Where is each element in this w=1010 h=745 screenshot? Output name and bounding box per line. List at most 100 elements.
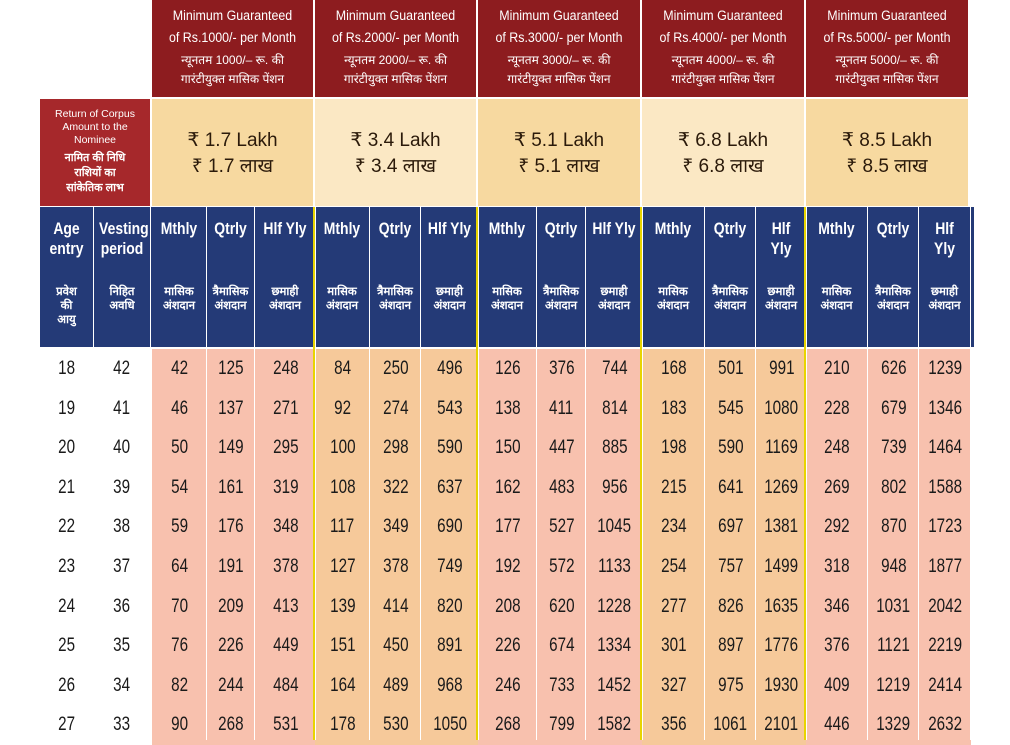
contribution-cell: 376 [806,626,868,667]
contribution-cell: 1050 [421,705,479,745]
contribution-cell: 885 [586,428,643,469]
contribution-cell: 378 [255,547,316,587]
col-header-hlf-4: Hlf Yly छमाही अंशदान [764,219,798,312]
contribution-cell: 234 [642,507,705,548]
contribution-cell: 826 [705,586,756,627]
contribution-cell: 92 [315,388,370,429]
contribution-cell: 215 [642,467,705,508]
col-header-qtrly-5: Qtrly त्रैमासिक अंशदान [875,219,911,312]
contribution-cell: 948 [868,547,919,587]
pension-header-en-2: Minimum Guaranteed of Rs.2000/- per Month [331,8,460,45]
contribution-cell: 319 [255,467,316,508]
contribution-cell: 590 [421,428,479,469]
contribution-cell: 1381 [756,507,807,548]
pension-header-hi-4: न्यूनतम 4000/– रू. की गारंटीयुक्त मासिक प… [671,53,775,86]
age-cell: 23 [58,556,75,577]
contribution-cell: 496 [421,349,479,389]
pension-header-en-3: Minimum Guaranteed of Rs.3000/- per Month [495,8,623,45]
contribution-cell: 210 [806,349,868,389]
col-header-mthly-3: Mthly मासिक अंशदान [488,219,526,312]
cell-divider [642,349,643,740]
col-header-mthly-2: Mthly मासिक अंशदान [323,219,361,312]
cell-divider [970,349,971,740]
contribution-cell: 137 [207,388,255,429]
header-divider [642,207,643,347]
contribution-cell: 298 [370,428,421,469]
contribution-cell: 274 [370,388,421,429]
contribution-cell: 820 [421,586,479,627]
contribution-cell: 126 [478,349,537,389]
corpus-value-2: ₹ 3.4 Lakh ₹ 3.4 लाख [315,99,476,206]
contribution-cell: 1121 [868,626,919,667]
col-header-hlf-5: Hlf Yly छमाही अंशदान [928,219,961,312]
pension-header-2: Minimum Guaranteed of Rs.2000/- per Month… [315,0,476,97]
contribution-cell: 1080 [756,388,807,429]
cell-divider [806,349,807,740]
header-divider [918,207,919,347]
contribution-cell: 1588 [919,467,971,508]
cell-divider [867,349,868,740]
age-cell: 20 [58,437,75,459]
contribution-cell: 1334 [586,626,643,667]
group-divider [476,207,478,740]
pension-header-hi-2: न्यूनतम 2000/– रू. की गारंटीयुक्त मासिक प… [343,53,448,86]
contribution-cell: 411 [537,388,586,429]
group-divider [804,207,806,740]
pension-header-4: Minimum Guaranteed of Rs.4000/- per Month… [642,0,804,97]
age-cell: 19 [58,397,75,419]
col-header-mthly-4: Mthly मासिक अंशदान [654,219,692,312]
col-header-hlf-3: Hlf Yly छमाही अंशदान [592,219,636,312]
contribution-cell: 349 [370,507,421,548]
col-header-vesting: Vesting period निहित अवधि [99,219,149,312]
cell-divider [755,349,756,740]
contribution-cell: 527 [537,507,586,548]
age-cell: 21 [58,476,75,498]
contribution-cell: 620 [537,586,586,627]
contribution-cell: 322 [370,467,421,508]
cell-divider [704,349,705,740]
corpus-value-5: ₹ 8.5 Lakh ₹ 8.5 लाख [806,99,968,206]
vesting-cell: 39 [113,476,131,498]
col-header-age: Age entry प्रवेश की आयु [49,219,84,326]
contribution-cell: 1346 [919,388,971,429]
pension-header-hi-5: न्यूनतम 5000/– रू. की गारंटीयुक्त मासिक प… [835,53,939,86]
contribution-cell: 90 [152,705,207,745]
corpus-value-1: ₹ 1.7 Lakh ₹ 1.7 लाख [152,99,313,206]
col-header-mthly-1: Mthly मासिक अंशदान [160,219,198,312]
col-header-qtrly-4: Qtrly त्रैमासिक अंशदान [712,219,748,312]
contribution-cell: 178 [315,705,370,745]
contribution-cell: 226 [478,626,537,667]
contribution-cell: 1045 [586,507,643,548]
contribution-cell: 697 [705,507,756,548]
contribution-cell: 2414 [919,665,971,706]
header-divider [867,207,868,347]
contribution-cell: 1877 [919,547,971,587]
contribution-cell: 269 [806,467,868,508]
contribution-cell: 139 [315,586,370,627]
contribution-cell: 1930 [756,665,807,706]
cell-divider [369,349,370,740]
cell-divider [315,349,316,740]
contribution-cell: 301 [642,626,705,667]
contribution-cell: 84 [315,349,370,389]
contribution-cell: 70 [152,586,207,627]
pension-header-5: Minimum Guaranteed of Rs.5000/- per Month… [806,0,968,97]
contribution-cell: 327 [642,665,705,706]
contribution-cell: 295 [255,428,316,469]
contribution-cell: 271 [255,388,316,429]
contribution-cell: 176 [207,507,255,548]
contribution-cell: 447 [537,428,586,469]
col-header-hlf-2: Hlf Yly छमाही अंशदान [427,219,472,312]
header-divider [536,207,537,347]
contribution-cell: 209 [207,586,255,627]
contribution-cell: 545 [705,388,756,429]
header-divider [970,207,971,347]
cell-divider [536,349,537,740]
header-divider [150,207,151,347]
col-header-qtrly-3: Qtrly त्रैमासिक अंशदान [543,219,579,312]
header-divider [806,207,807,347]
contribution-cell: 162 [478,467,537,508]
header-divider [206,207,207,347]
col-header-qtrly-2: Qtrly त्रैमासिक अंशदान [377,219,413,312]
contribution-cell: 348 [255,507,316,548]
